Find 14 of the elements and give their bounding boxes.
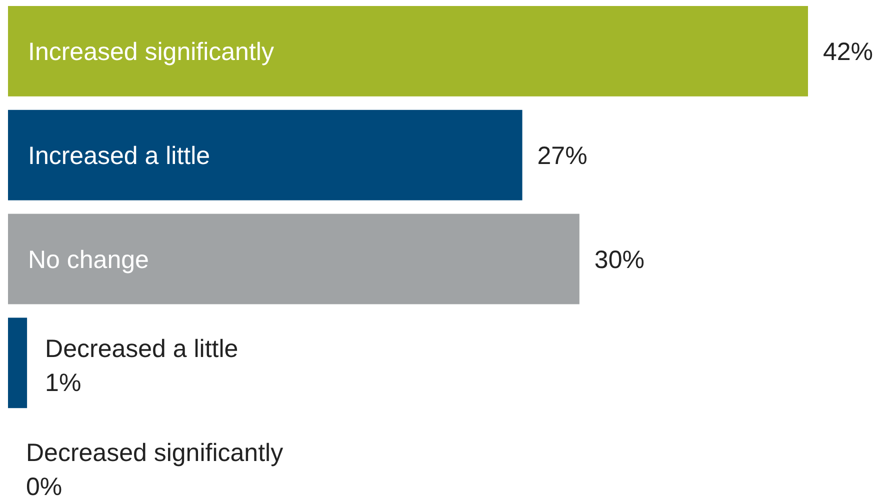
bar bbox=[8, 318, 28, 408]
data-label: 1% bbox=[45, 368, 82, 397]
y-tick-label: Decreased a little bbox=[45, 334, 238, 363]
data-label: 27% bbox=[537, 142, 588, 170]
y-tick-label: Decreased significantly bbox=[26, 438, 284, 467]
y-tick-label: Increased a little bbox=[28, 142, 210, 170]
bar bbox=[8, 6, 808, 96]
y-tick-label: No change bbox=[28, 246, 149, 274]
data-label: 0% bbox=[26, 472, 62, 500]
data-label: 30% bbox=[594, 246, 644, 274]
data-label: 42% bbox=[823, 38, 874, 66]
bar bbox=[8, 214, 580, 304]
bar bbox=[8, 110, 522, 200]
y-tick-label: Increased significantly bbox=[28, 38, 274, 66]
